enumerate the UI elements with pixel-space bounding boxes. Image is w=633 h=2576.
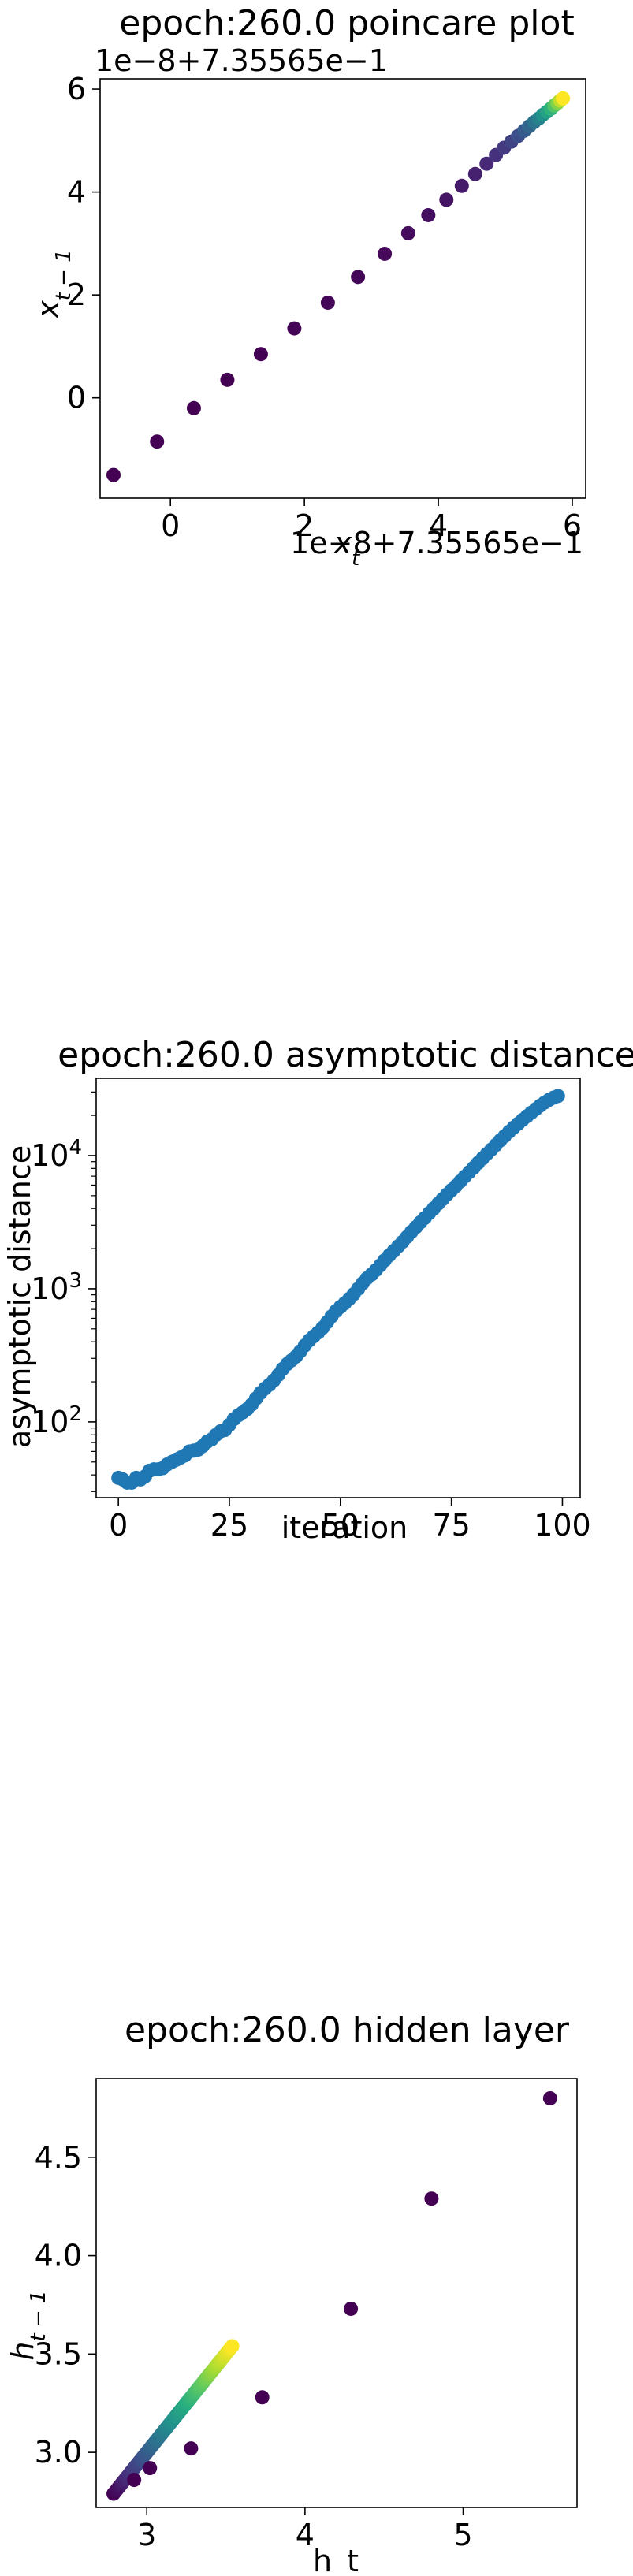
x-tick-label: 100 [534,1508,591,1543]
x-tick-label: 6 [563,508,582,543]
y-tick-label: 104 [31,1136,82,1173]
poincare-point [253,347,268,362]
asymptotic-point [550,1089,565,1104]
hidden-layer-plot: epoch:260.0 hidden layer h_t ht − 1 3 4 53… [6,2010,578,2576]
x-tick-label: 4 [429,508,448,543]
poincare-point [351,270,366,285]
poincare-plot: epoch:260.0 poincare plot 1e−8+7.35565e−… [31,3,586,571]
hidden-outlier-point [424,2191,439,2206]
poincare-title: epoch:260.0 poincare plot [119,3,574,43]
hidden-outlier-point [542,2090,557,2105]
hidden-outlier-point [143,2461,158,2476]
hidden-outlier-point [255,2390,270,2405]
x-tick-label: 5 [453,2518,472,2552]
poincare-point [186,400,201,415]
poincare-point [287,321,302,336]
poincare-x-offset: 1e−8+7.35565e−1 [290,526,583,560]
hidden-title: epoch:260.0 hidden layer [125,2010,570,2050]
y-tick-label: 6 [67,72,86,106]
x-tick-label: 4 [296,2518,315,2552]
poincare-point [400,225,415,240]
hidden-outlier-point [344,2301,359,2316]
poincare-point [467,166,482,181]
x-tick-label: 25 [210,1508,248,1543]
asymptotic-title: epoch:260.0 asymptotic distance [58,1035,633,1075]
y-tick-label: 4.5 [35,2140,82,2175]
y-tick-label: 2 [67,277,86,312]
poincare-point [439,192,454,207]
y-tick-label: 103 [31,1269,82,1306]
poincare-y-offset: 1e−8+7.35565e−1 [95,43,388,78]
asymptotic-distance-plot: epoch:260.0 asymptotic distance iteratio… [2,1035,633,1545]
x-tick-label: 0 [109,1508,128,1543]
x-tick-label: 50 [322,1508,359,1543]
x-tick-label: 0 [161,508,180,543]
asymptotic-axes-frame [95,1078,581,1498]
poincare-point [106,467,121,482]
poincare-axes-frame [99,78,586,499]
hidden-axes-frame [95,2078,578,2508]
hidden-x-label: h_t [313,2544,359,2576]
poincare-point [378,246,393,261]
poincare-point [479,156,494,171]
asymptotic-x-label: iteration [281,1510,408,1545]
poincare-point [220,372,235,387]
poincare-point [454,178,469,193]
asymptotic-y-label: asymptotic distance [2,1145,37,1448]
y-tick-label: 0 [67,381,86,415]
poincare-point [556,91,571,106]
x-tick-label: 75 [432,1508,470,1543]
hidden-outlier-point [127,2473,142,2488]
hidden-cluster-point [225,2339,240,2354]
y-tick-label: 4 [67,175,86,210]
x-tick-label: 3 [137,2518,156,2552]
y-tick-label: 3.0 [35,2435,82,2470]
y-tick-label: 3.5 [35,2336,82,2371]
y-tick-label: 4.0 [35,2239,82,2273]
poincare-point [421,207,436,222]
hidden-outlier-point [184,2441,199,2456]
y-tick-label: 102 [31,1402,82,1439]
x-tick-label: 2 [295,508,314,543]
poincare-point [320,295,335,310]
poincare-point [150,434,165,449]
